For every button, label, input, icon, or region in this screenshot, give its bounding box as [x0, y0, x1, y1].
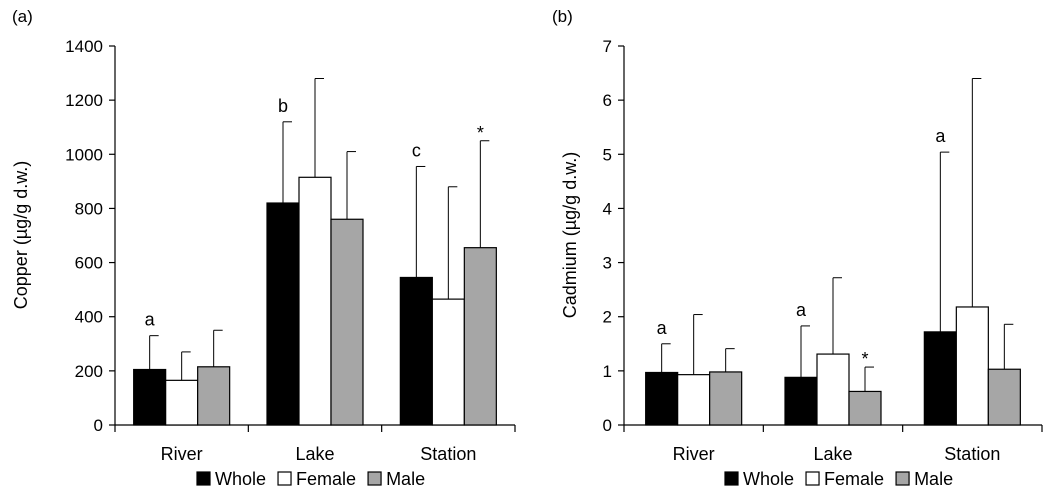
- legend-swatch-female: [277, 471, 292, 486]
- significance-label: a: [145, 310, 156, 330]
- legend-swatch-whole: [724, 471, 739, 486]
- y-tick-label: 1000: [65, 145, 103, 164]
- y-tick-label: 0: [94, 416, 103, 435]
- bar-whole: [399, 276, 433, 426]
- bar-male: [197, 366, 231, 426]
- x-tick-label: River: [673, 444, 715, 464]
- legend-swatch-whole: [196, 471, 211, 486]
- x-tick-label: Station: [944, 444, 1000, 464]
- bar-male: [709, 371, 743, 426]
- y-tick-label: 6: [603, 91, 612, 110]
- legend-swatch-male: [367, 471, 382, 486]
- x-tick-label: River: [161, 444, 203, 464]
- bar-female: [298, 176, 332, 426]
- significance-label: c: [412, 140, 421, 160]
- bar-whole: [784, 376, 818, 426]
- y-axis-title: Copper (µg/g d.w.): [11, 161, 31, 309]
- y-tick-label: 1200: [65, 91, 103, 110]
- bar-male: [848, 390, 882, 426]
- significance-label: b: [278, 96, 288, 116]
- significance-label: *: [477, 123, 484, 143]
- panel-label: (a): [12, 7, 33, 26]
- bar-male: [330, 218, 364, 426]
- y-tick-label: 1: [603, 362, 612, 381]
- bar-female: [677, 374, 711, 426]
- bar-whole: [645, 371, 679, 426]
- panel-label: (b): [552, 7, 573, 26]
- x-tick-label: Lake: [813, 444, 852, 464]
- y-tick-label: 7: [603, 37, 612, 56]
- legend-label: Whole: [215, 469, 266, 489]
- y-tick-label: 2: [603, 308, 612, 327]
- chart-panel-copper: (a) Copper (µg/g d.w.) 0 200 400 600 800 1000 12…: [11, 7, 516, 489]
- y-tick-label: 800: [75, 199, 103, 218]
- x-tick-label: Station: [420, 444, 476, 464]
- bar-whole: [923, 331, 957, 426]
- y-tick-label: 5: [603, 145, 612, 164]
- bar-male: [463, 247, 497, 426]
- legend-label: Male: [386, 469, 425, 489]
- legend-swatch-female: [805, 471, 820, 486]
- legend-label: Female: [296, 469, 356, 489]
- chart-panel-cadmium: (b) Cadmium (µg/g d.w.) 0 1 2 3 4 5 6 7 River Lake S…: [552, 7, 1043, 489]
- significance-label: *: [861, 349, 868, 369]
- y-tick-label: 3: [603, 254, 612, 273]
- y-tick-label: 4: [603, 199, 612, 218]
- bar-female: [955, 306, 989, 426]
- bar-male: [987, 368, 1021, 426]
- y-tick-label: 200: [75, 362, 103, 381]
- significance-label: a: [935, 126, 946, 146]
- y-tick-label: 1400: [65, 37, 103, 56]
- legend-label: Female: [824, 469, 884, 489]
- bar-whole: [266, 202, 300, 426]
- legend-label: Male: [914, 469, 953, 489]
- significance-label: a: [796, 300, 807, 320]
- y-tick-label: 400: [75, 308, 103, 327]
- bar-whole: [133, 368, 167, 426]
- legend-swatch-male: [895, 471, 910, 486]
- y-axis-title: Cadmium (µg/g d.w.): [560, 152, 580, 318]
- bar-female: [431, 298, 465, 426]
- x-tick-label: Lake: [295, 444, 334, 464]
- bar-female: [816, 353, 850, 426]
- legend-label: Whole: [743, 469, 794, 489]
- significance-label: a: [657, 318, 668, 338]
- y-tick-label: 600: [75, 254, 103, 273]
- y-tick-label: 0: [603, 416, 612, 435]
- bar-female: [165, 379, 199, 426]
